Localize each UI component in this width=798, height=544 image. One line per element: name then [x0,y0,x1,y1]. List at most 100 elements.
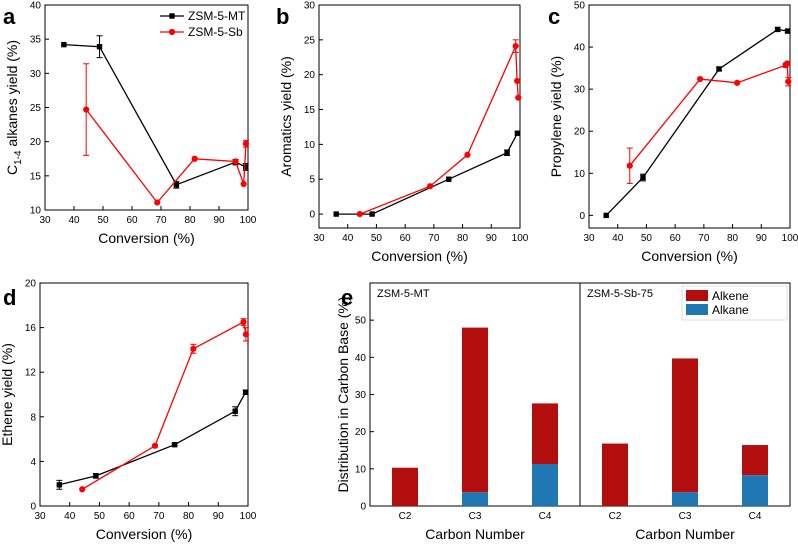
panel-c: c 30 40 50 60 70 80 90 100 0 10 20 30 40 50 Conversion … [548,1,798,265]
x-tick-label: 40 [612,233,624,244]
y-tick-label: 50 [574,1,586,12]
x-tick-label: C2 [609,511,622,522]
x-tick-label: 30 [313,233,325,244]
x-tick-label: C4 [539,511,552,522]
data-point [427,183,434,190]
series-line-ZSM-5-Sb [81,321,247,490]
x-axis-label: Carbon Number [635,526,735,542]
data-point [785,78,792,85]
x-tick-label: 60 [124,511,136,522]
y-tick-label: 20 [355,427,367,438]
y-tick-label: 16 [25,323,37,334]
series-line-ZSM-5-MT [63,43,246,186]
y-tick-label: 10 [30,206,42,217]
plot-frame [588,4,791,229]
x-tick-label: C3 [469,511,482,522]
y-tick-label: 40 [30,1,42,12]
y-axis-label: Distribution in Carbon Base (%) [335,296,351,492]
series-line-ZSM-5-Sb [85,109,247,204]
bar-alkene [392,467,418,506]
bar-alkene [742,445,768,476]
panel-letter: c [548,4,560,29]
bar-alkane [742,475,768,506]
data-point [61,41,67,48]
x-tick-label: 90 [213,215,225,226]
legend-swatch [686,290,708,301]
data-point [232,158,239,165]
panel-b: b 30 40 50 60 70 80 90 100 0 5 10 15 20 25 30 Conversion… [276,1,529,265]
data-point [83,106,90,113]
x-tick-label: 70 [428,233,440,244]
data-point [333,211,339,217]
x-tick-label: C2 [399,511,412,522]
group-title: ZSM-5-Sb-75 [587,288,653,300]
x-tick-label: 80 [457,233,469,244]
data-point [242,331,250,338]
data-point [640,174,646,181]
data-point [56,482,63,488]
y-tick-label: 15 [30,171,42,182]
series-line-ZSM-5-MT [336,132,518,215]
x-tick-label: 80 [727,233,739,244]
x-tick-label: 100 [240,511,257,522]
y-tick-label: 20 [30,137,42,148]
x-tick-label: 70 [153,511,165,522]
legend: ZSM-5-MT ZSM-5-Sb [160,9,246,39]
bar-alkene [462,327,488,493]
y-tick-label: 30 [304,1,316,12]
data-point [232,408,238,414]
y-tick-label: 30 [574,85,586,96]
x-tick-label: 80 [184,215,196,226]
bar-alkene [532,403,558,465]
y-tick-label: 8 [30,412,36,423]
y-tick-label: 20 [25,279,37,290]
data-point [697,75,704,83]
y-tick-label: 0 [360,502,366,513]
data-point [716,66,722,72]
data-point [512,43,519,50]
data-point [785,28,791,34]
legend-label: ZSM-5-MT [188,9,246,23]
legend-label: ZSM-5-Sb [188,25,243,39]
x-tick-label: 60 [400,233,412,244]
bar-alkene [602,443,628,506]
panel-letter: e [341,285,353,310]
y-tick-label: 0 [309,210,315,221]
x-tick-label: 40 [64,511,76,522]
data-point [242,389,249,395]
data-point [515,94,522,101]
x-tick-label: 90 [213,511,225,522]
data-point [96,43,103,50]
data-point [734,79,741,86]
data-point [190,345,197,352]
y-tick-label: 20 [304,70,316,81]
data-point [79,486,86,493]
x-axis-label: Conversion (%) [96,526,192,542]
data-point [242,164,249,170]
x-tick-label: 50 [371,233,383,244]
data-point [464,151,471,158]
x-tick-label: 30 [34,511,46,522]
y-tick-label: 10 [574,169,586,180]
data-point [369,211,375,217]
data-point [93,473,99,479]
x-tick-label: 100 [512,233,529,244]
legend-label: Alkene [712,289,749,303]
x-tick-label: 80 [183,511,195,522]
y-tick-label: 30 [355,390,367,401]
x-tick-label: 30 [39,215,51,226]
x-tick-label: 30 [583,233,595,244]
y-tick-label: 0 [579,211,585,222]
x-tick-label: 50 [94,511,106,522]
series-line-ZSM-5-MT [59,391,247,486]
y-axis-label: Ethene yield (%) [0,343,15,446]
data-point [242,140,250,147]
panel-letter: a [3,4,16,29]
panel-a: a 30 40 50 60 70 80 90 100 10 15 20 25 30 35 40 Conversi… [3,1,257,247]
y-tick-label: 10 [355,464,367,475]
data-point [603,212,609,219]
data-point [504,150,510,156]
data-point [173,182,180,188]
data-point [774,26,781,33]
